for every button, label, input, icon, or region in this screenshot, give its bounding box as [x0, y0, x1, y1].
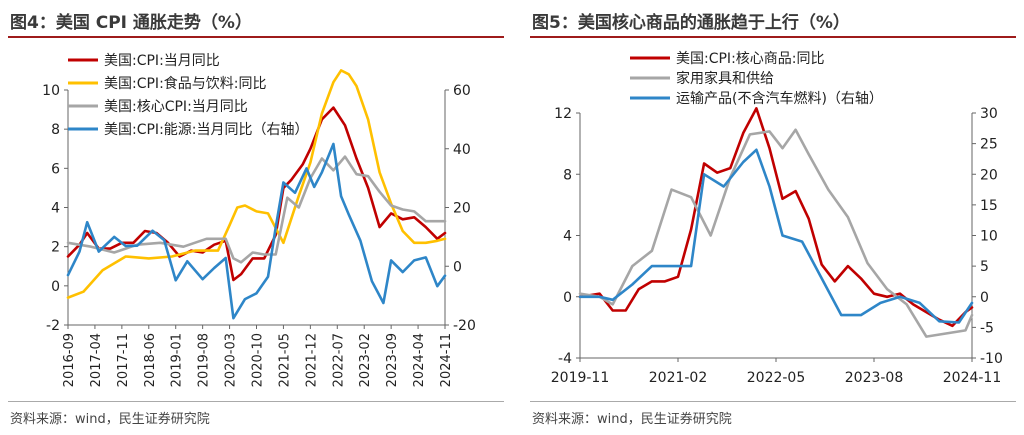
figure-5-source: 资料来源：wind，民生证券研究院 [532, 412, 732, 427]
y-tick-label-right: -10 [980, 351, 1003, 367]
series-line-4 [66, 142, 447, 320]
x-tick-label: 2023-08 [845, 370, 904, 386]
x-tick-label: 2024-04 [412, 333, 427, 387]
x-tick-label: 2019-01 [170, 333, 185, 387]
series-line-2 [578, 128, 974, 338]
legend-label-3: 美国:核心CPI:当月同比 [104, 99, 248, 115]
y-tick-label-left: 4 [51, 201, 60, 217]
x-tick-label: 2021-02 [649, 370, 708, 386]
y-tick-label-left: -4 [558, 351, 572, 367]
y-tick-label-right: -20 [453, 318, 476, 334]
legend-label-3: 运输产品(不含汽车燃料)（右轴） [676, 90, 883, 107]
legend-label-2: 美国:CPI:食品与饮料:同比 [104, 75, 267, 92]
x-tick-label: 2021-12 [304, 333, 319, 387]
y-tick-label-right: 60 [453, 83, 471, 99]
source-rule [8, 401, 504, 402]
y-tick-label-left: 8 [51, 122, 60, 138]
series-line-3 [578, 148, 974, 324]
y-tick-label-right: 30 [980, 106, 998, 122]
x-tick-label: 2024-11 [943, 370, 1002, 386]
x-tick-label: 2023-09 [385, 333, 400, 387]
y-tick-label-right: 15 [980, 198, 998, 214]
source-rule [530, 401, 1016, 402]
figure-4-panel: 图4：美国 CPI 通胀走势（%） -2 0 2 4 6 8 10 -20 0 20 40 60 201… [8, 13, 504, 427]
figure-5-panel: 图5：美国核心商品的通胀趋于上行（%） -4 0 4 8 12 -10 -5 0 5 10 15 20… [522, 0, 1024, 435]
x-tick-label: 2023-02 [358, 333, 373, 387]
x-tick-label: 2020-03 [224, 333, 239, 387]
y-tick-label-left: -2 [46, 318, 60, 334]
y-tick-label-left: 0 [563, 290, 572, 306]
y-tick-label-left: 4 [563, 229, 572, 245]
y-tick-label-left: 8 [563, 167, 572, 183]
y-tick-label-right: -5 [980, 320, 994, 336]
series-line-1 [66, 106, 447, 282]
x-tick-label: 2019-08 [197, 333, 212, 387]
series-line-3 [66, 155, 447, 264]
legend-label-1: 美国:CPI:当月同比 [104, 53, 220, 69]
y-tick-label-right: 20 [980, 167, 998, 183]
y-tick-label-left: 12 [554, 106, 572, 122]
x-tick-label: 2020-10 [251, 333, 266, 387]
x-tick-label: 2017-11 [116, 333, 131, 387]
series-line-1 [578, 107, 974, 328]
x-tick-label: 2017-04 [89, 333, 104, 387]
y-tick-label-right: 20 [453, 201, 471, 217]
y-tick-label-right: 25 [980, 137, 998, 153]
x-tick-label: 2018-06 [143, 333, 158, 387]
y-tick-label-left: 0 [51, 279, 60, 295]
figure-5-title: 图5：美国核心商品的通胀趋于上行（%） [532, 13, 850, 33]
y-tick-label-right: 5 [980, 259, 989, 275]
y-tick-label-right: 10 [980, 229, 998, 245]
x-tick-label: 2016-09 [62, 333, 77, 387]
x-tick-label: 2022-05 [747, 370, 806, 386]
legend-label-1: 美国:CPI:核心商品:同比 [676, 51, 825, 67]
y-tick-label-right: 40 [453, 142, 471, 158]
y-tick-label-right: 0 [980, 290, 989, 306]
x-tick-label: 2024-11 [439, 333, 454, 387]
y-tick-label-left: 2 [51, 240, 60, 256]
legend-label-4: 美国:CPI:能源:当月同比（右轴） [104, 122, 309, 138]
y-tick-label-left: 6 [51, 161, 60, 177]
figure-5-chart: -4 0 4 8 12 -10 -5 0 5 10 15 20 25 30 2019-11 2021-02 20… [551, 51, 1003, 386]
title-rule [530, 36, 1016, 38]
series-line-2 [66, 69, 447, 299]
legend-label-2: 家用家具和供给 [676, 70, 774, 87]
x-tick-label: 2019-11 [551, 370, 610, 386]
x-tick-label: 2021-05 [277, 333, 292, 387]
figure-4-source: 资料来源：wind，民生证券研究院 [10, 412, 210, 427]
y-tick-label-right: 0 [453, 259, 462, 275]
x-tick-label: 2022-07 [331, 333, 346, 387]
title-rule [8, 36, 504, 38]
y-tick-label-left: 10 [42, 83, 60, 99]
figure-4-title: 图4：美国 CPI 通胀走势（%） [10, 13, 252, 33]
